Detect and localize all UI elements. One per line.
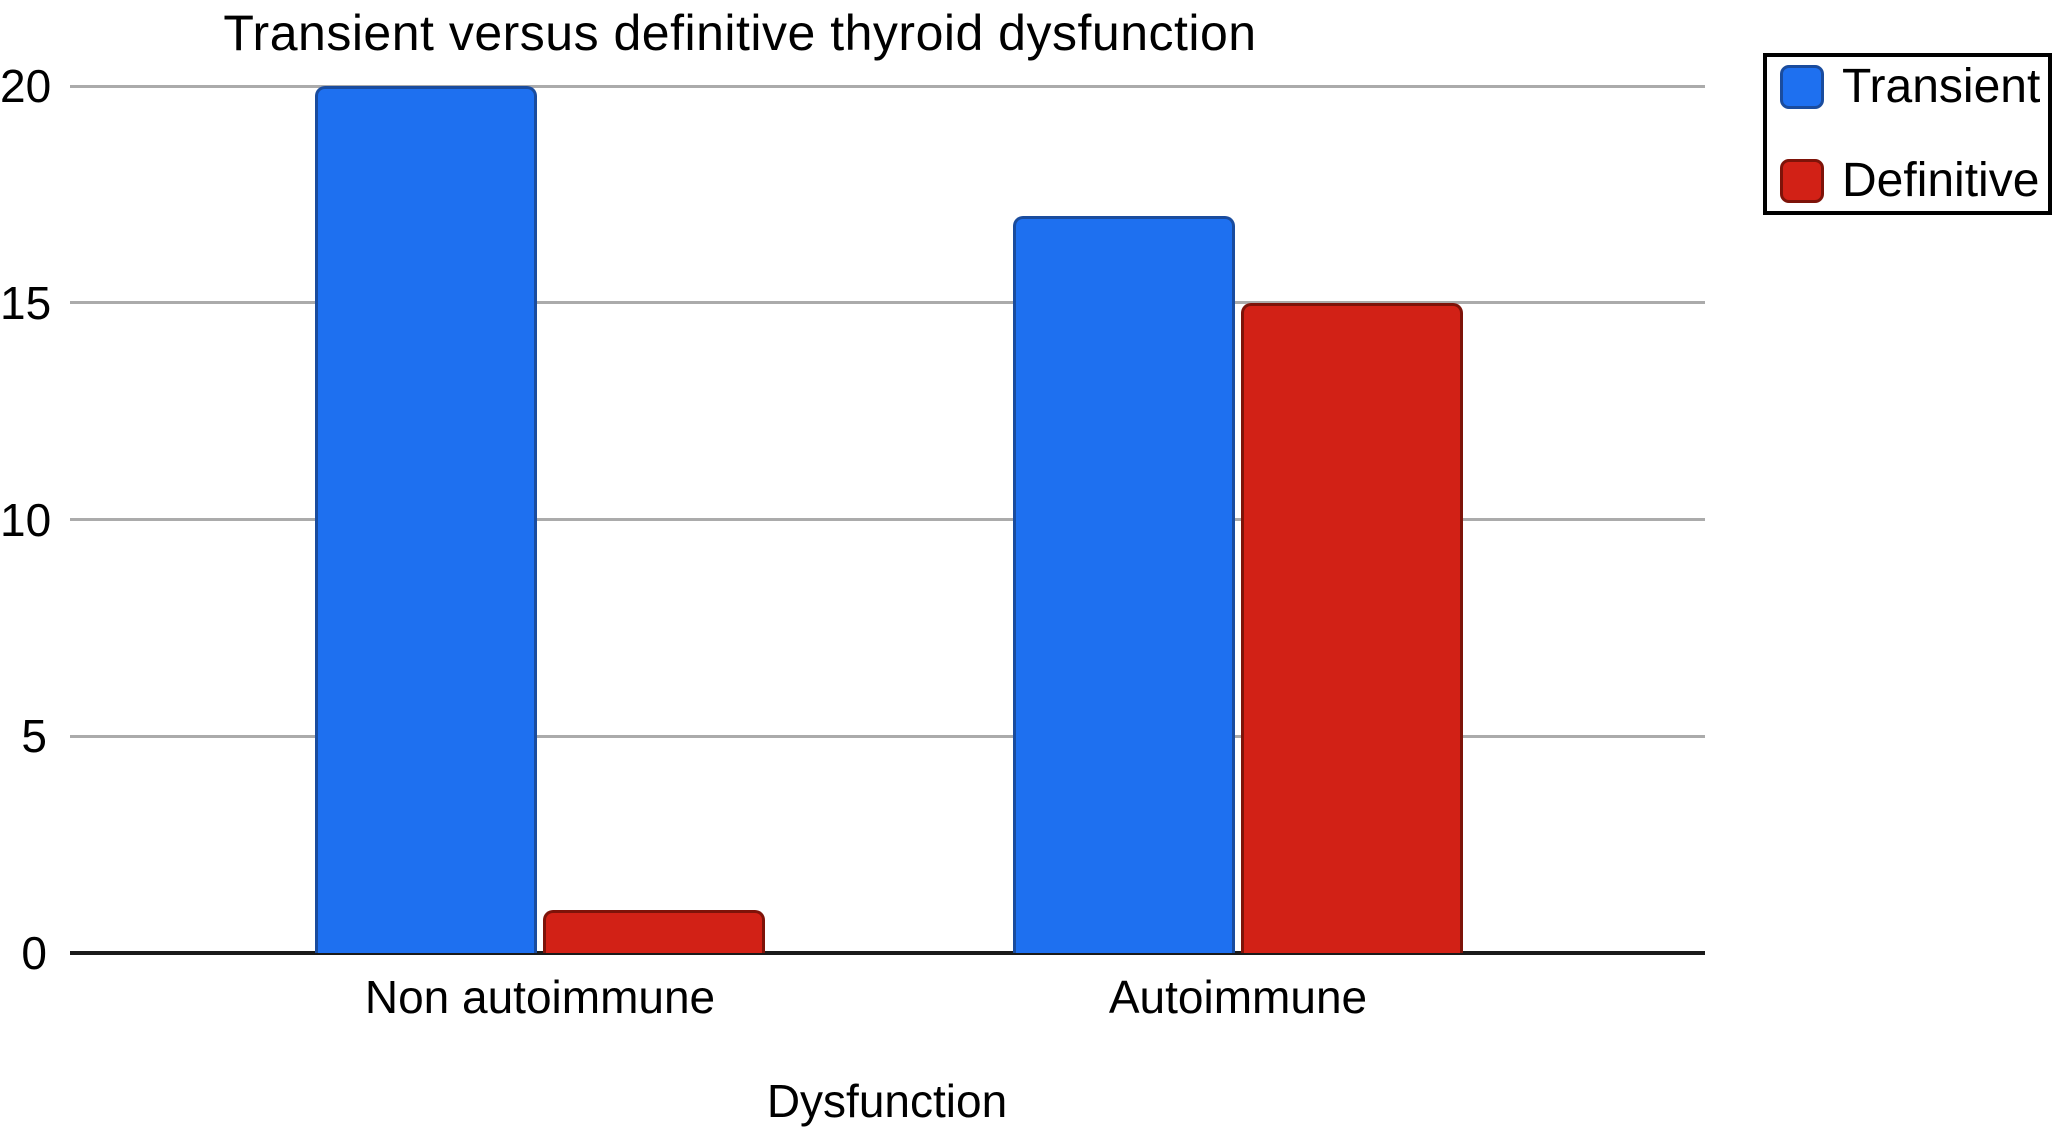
x-category-label: Non autoimmune — [364, 971, 716, 1023]
legend-label: Definitive — [1842, 154, 2040, 207]
y-tick-label: 0 — [21, 927, 47, 979]
legend: Transient Definitive — [1763, 53, 2052, 215]
bar-definitive-autoimmune — [1241, 303, 1463, 953]
gridline — [70, 301, 1705, 305]
legend-item-definitive: Definitive — [1780, 157, 2048, 205]
legend-item-transient: Transient — [1780, 63, 2048, 111]
gridline — [70, 518, 1705, 521]
bar-transient-autoimmune — [1013, 216, 1235, 953]
y-tick-label: 15 — [0, 276, 52, 329]
bar-transient-non-autoimmune — [315, 86, 537, 953]
bar-definitive-non-autoimmune — [543, 910, 765, 953]
y-tick-label: 10 — [0, 493, 52, 546]
y-tick-label: 20 — [0, 60, 52, 112]
legend-swatch-transient — [1780, 65, 1824, 109]
chart-title: Transient versus definitive thyroid dysf… — [223, 5, 1257, 61]
y-tick-label: 5 — [21, 710, 47, 763]
x-axis-title: Dysfunction — [766, 1075, 1008, 1127]
legend-label: Transient — [1842, 60, 2041, 113]
gridline — [70, 734, 1705, 738]
gridline — [70, 84, 1705, 88]
legend-swatch-definitive — [1780, 159, 1824, 203]
x-axis-line — [70, 951, 1705, 955]
x-category-label: Autoimmune — [1108, 971, 1368, 1023]
